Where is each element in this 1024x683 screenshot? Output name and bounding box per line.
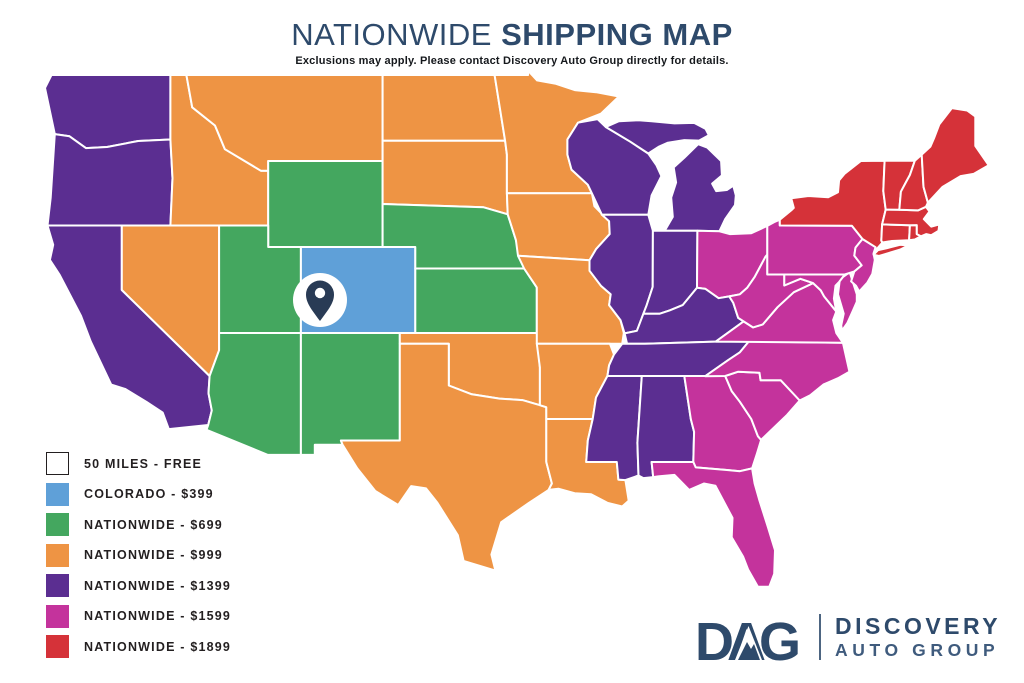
legend-item-t1599: NATIONWIDE - $1599 (46, 604, 232, 628)
state-nc (704, 340, 851, 402)
state-mi (663, 143, 737, 233)
legend-label-t1599: NATIONWIDE - $1599 (84, 609, 232, 623)
legend-swatch-colorado (46, 482, 69, 506)
page-title-bold: SHIPPING MAP (501, 17, 733, 52)
logo-text: DISCOVERY AUTO GROUP (835, 614, 1001, 660)
state-ks (414, 267, 538, 334)
state-pa (766, 218, 864, 276)
state-wi (566, 118, 663, 216)
legend-swatch-free (46, 452, 69, 475)
legend-item-t999: NATIONWIDE - $999 (46, 543, 231, 567)
legend-item-t1399: NATIONWIDE - $1399 (46, 574, 231, 597)
location-pin-icon (293, 273, 347, 327)
logo-divider (819, 614, 821, 660)
logo-company-name-2: AUTO GROUP (835, 640, 1000, 660)
legend-swatch-t1399 (46, 574, 69, 597)
state-mi_up (604, 119, 710, 155)
page-title-light: NATIONWIDE (291, 17, 502, 52)
state-nd (381, 74, 507, 142)
state-sd (381, 139, 509, 216)
state-or (46, 133, 174, 227)
state-ct (880, 223, 911, 244)
legend-item-colorado: COLORADO - $399 (46, 482, 231, 506)
discovery-auto-group-logo: DAG DISCOVERY AUTO GROUP (697, 604, 1001, 670)
mountain-icon (738, 642, 760, 660)
legend-label-colorado: COLORADO - $399 (84, 487, 214, 501)
legend-label-t999: NATIONWIDE - $999 (84, 548, 223, 562)
state-az (205, 332, 302, 456)
page-subtitle: Exclusions may apply. Please contact Dis… (295, 55, 729, 67)
state-fl (650, 461, 776, 588)
logo-company-name: DISCOVERY (835, 613, 1002, 639)
state-wy (267, 160, 384, 248)
legend-swatch-t1899 (46, 635, 69, 658)
state-ny_li (872, 243, 910, 257)
dag-logo-icon: DAG (697, 612, 805, 668)
legend-item-t699: NATIONWIDE - $699 (46, 513, 231, 536)
page-title: NATIONWIDE SHIPPING MAP (0, 18, 1024, 52)
legend-label-free: 50 MILES - FREE (84, 456, 203, 471)
state-me (920, 107, 990, 204)
legend-swatch-t999 (46, 543, 69, 567)
header: NATIONWIDE SHIPPING MAP Exclusions may a… (0, 18, 1024, 68)
legend-label-t1399: NATIONWIDE - $1399 (84, 578, 232, 593)
legend-item-free: 50 MILES - FREE (46, 452, 231, 475)
legend-item-t1899: NATIONWIDE - $1899 (46, 635, 231, 658)
state-tx (339, 342, 553, 572)
state-de (837, 271, 858, 332)
state-nm (299, 332, 401, 456)
map-legend: 50 MILES - FREE COLORADO - $399 NATIONWIDE… (46, 452, 231, 666)
legend-label-t1899: NATIONWIDE - $1899 (84, 639, 232, 654)
legend-label-t699: NATIONWIDE - $699 (84, 517, 223, 532)
legend-swatch-t699 (46, 513, 69, 536)
legend-swatch-t1599 (46, 604, 69, 628)
